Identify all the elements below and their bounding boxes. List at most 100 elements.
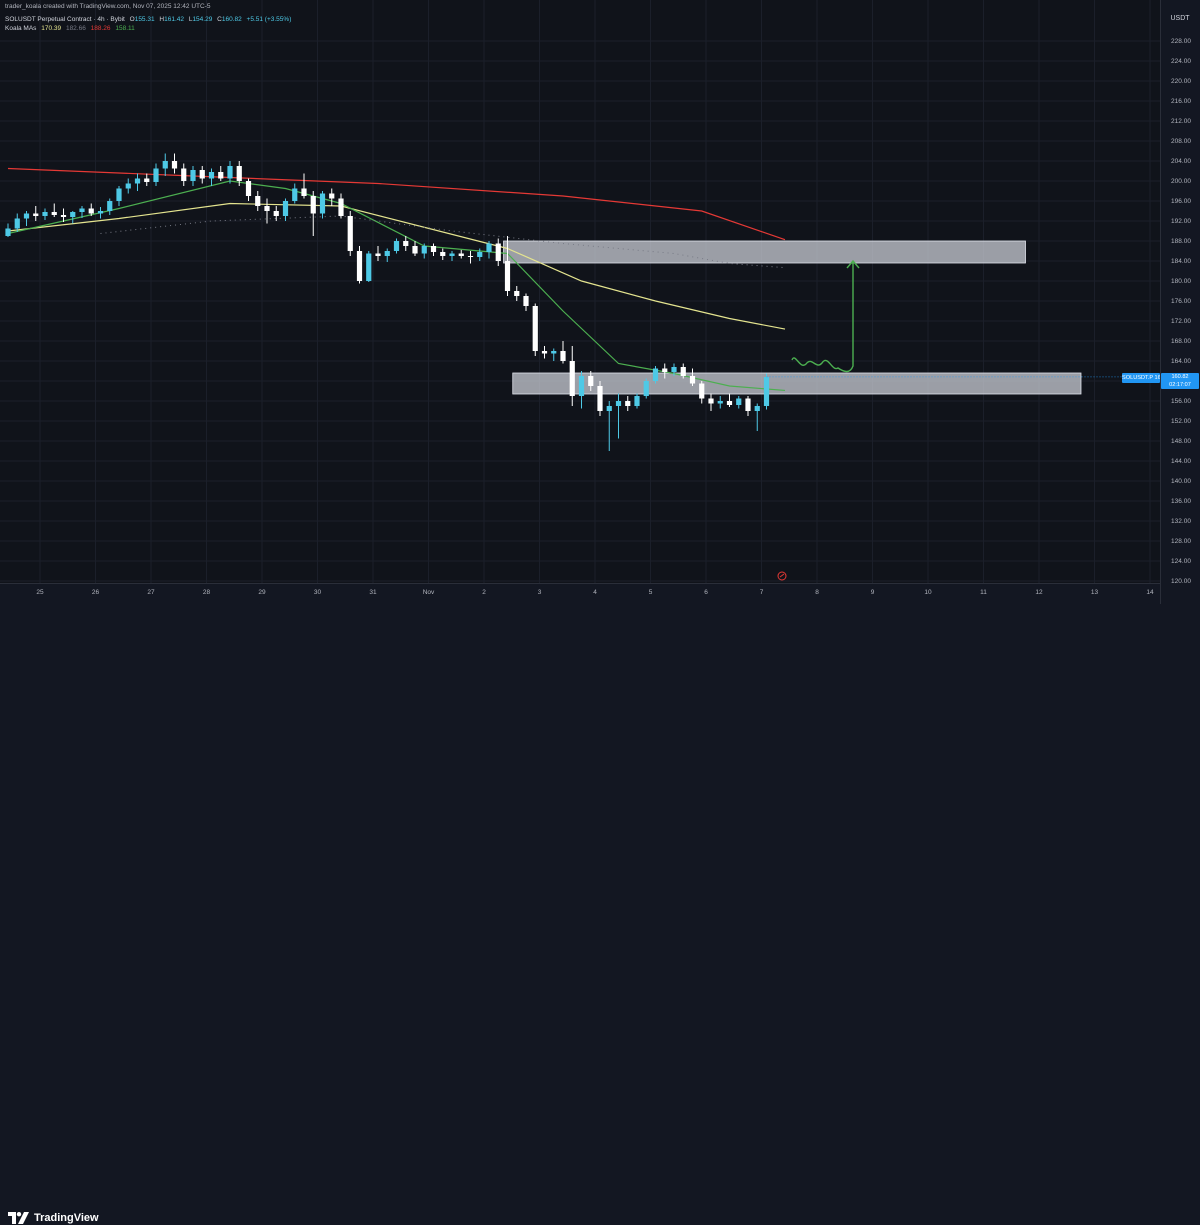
candle xyxy=(70,211,76,224)
candle xyxy=(449,251,455,261)
projection-path xyxy=(791,259,860,373)
chart-pane[interactable]: trader_koala created with TradingView.co… xyxy=(0,0,1160,604)
candle-body xyxy=(227,166,233,179)
candle-body xyxy=(70,212,76,217)
candle xyxy=(347,211,353,256)
time-tick-label: 7 xyxy=(760,589,764,596)
low-label: L xyxy=(188,16,193,23)
candle xyxy=(569,346,575,406)
ma-line-3 xyxy=(7,180,786,392)
candle-body xyxy=(329,193,335,199)
candle-body xyxy=(662,368,668,372)
time-tick-label: 25 xyxy=(36,589,44,596)
price-tick-label: 220.00 xyxy=(1171,78,1191,85)
candle xyxy=(754,403,760,431)
price-tick-label: 120.00 xyxy=(1171,578,1191,585)
candle xyxy=(532,303,538,356)
time-tick-label: 26 xyxy=(92,589,100,596)
candle-body xyxy=(486,243,492,252)
close-value: 160.82 xyxy=(221,16,242,23)
candle-body xyxy=(97,211,104,214)
moving-averages xyxy=(7,167,786,392)
candle-body xyxy=(615,401,622,406)
candle xyxy=(671,363,677,376)
candle xyxy=(421,243,427,259)
candle xyxy=(245,178,252,201)
price-axis[interactable]: 228.00 224.00 220.00 216.00 212.00 208.00 204.… xyxy=(1160,0,1200,604)
axis-currency: USDT xyxy=(1170,15,1190,22)
close-label: C xyxy=(217,16,222,23)
replay-icon[interactable] xyxy=(777,571,787,581)
time-tick-label: 10 xyxy=(924,589,932,596)
candle xyxy=(181,163,187,186)
candle-body xyxy=(763,377,770,406)
candle-body xyxy=(495,243,501,261)
candle-body xyxy=(144,178,150,182)
candle-body xyxy=(319,193,326,214)
candle-body xyxy=(736,398,742,405)
candle-body xyxy=(699,383,705,399)
candle xyxy=(116,186,122,206)
candles xyxy=(5,153,770,451)
time-tick-label: 12 xyxy=(1035,589,1043,596)
price-tick-label: 172.00 xyxy=(1171,318,1191,325)
candle-body xyxy=(578,376,585,396)
ma-legend[interactable]: Koala MAs 170.39 182.66 188.26 158.11 xyxy=(5,25,135,32)
candle-body xyxy=(606,406,612,411)
candle xyxy=(218,166,224,181)
price-tick-label: 140.00 xyxy=(1171,478,1191,485)
candle-body xyxy=(264,206,270,211)
candle-body xyxy=(689,376,696,384)
candle-body xyxy=(366,253,372,281)
candle-body xyxy=(23,213,30,219)
time-tick-label: 13 xyxy=(1091,589,1099,596)
candle xyxy=(699,381,705,404)
candle xyxy=(42,208,48,220)
symbol-legend[interactable]: SOLUSDT Perpetual Contract · 4h · Bybit … xyxy=(5,16,291,23)
candle-body xyxy=(504,261,511,291)
tradingview-logo[interactable]: TradingView xyxy=(8,1211,99,1225)
candle-body xyxy=(282,201,289,216)
chart-grid xyxy=(0,0,1160,583)
high-label: H xyxy=(159,16,165,23)
candle xyxy=(560,341,566,364)
candlestick-chart[interactable] xyxy=(0,0,1160,583)
candle xyxy=(23,211,30,226)
candle xyxy=(144,173,150,186)
candle-body xyxy=(88,208,94,214)
candle xyxy=(33,206,39,221)
candle xyxy=(726,393,733,407)
candle xyxy=(5,223,11,237)
time-axis[interactable]: 25 26 27 28 29 30 31 Nov 2 3 4 5 6 7 8 9 10 11 12 13 14 xyxy=(0,583,1160,604)
candle xyxy=(652,366,659,384)
candle xyxy=(662,363,668,379)
candle xyxy=(162,153,168,176)
brand-name: TradingView xyxy=(34,1212,99,1224)
candle xyxy=(356,246,363,284)
candle-body xyxy=(652,368,659,381)
candle xyxy=(680,363,686,379)
candle-body xyxy=(745,398,751,411)
price-tick-label: 124.00 xyxy=(1171,558,1191,565)
candle-body xyxy=(551,351,557,354)
bar-countdown: 02:17:07 xyxy=(1169,382,1191,388)
candle xyxy=(486,241,492,259)
ma-value-1: 170.39 xyxy=(41,25,62,32)
ma-value-3: 188.26 xyxy=(90,25,111,32)
time-tick-label: 29 xyxy=(258,589,266,596)
candle xyxy=(514,286,520,301)
candle-body xyxy=(338,198,344,216)
candle xyxy=(310,191,316,236)
candle xyxy=(393,238,400,254)
candle-body xyxy=(375,253,381,256)
candle-body xyxy=(60,215,67,217)
candle-body xyxy=(153,168,159,182)
candle xyxy=(329,188,335,206)
time-tick-label: 30 xyxy=(314,589,322,596)
candle xyxy=(588,371,594,391)
price-tick-label: 176.00 xyxy=(1171,298,1191,305)
candle xyxy=(458,250,464,259)
price-tick-label: 208.00 xyxy=(1171,138,1191,145)
candle xyxy=(384,248,390,262)
candle-body xyxy=(680,367,686,376)
